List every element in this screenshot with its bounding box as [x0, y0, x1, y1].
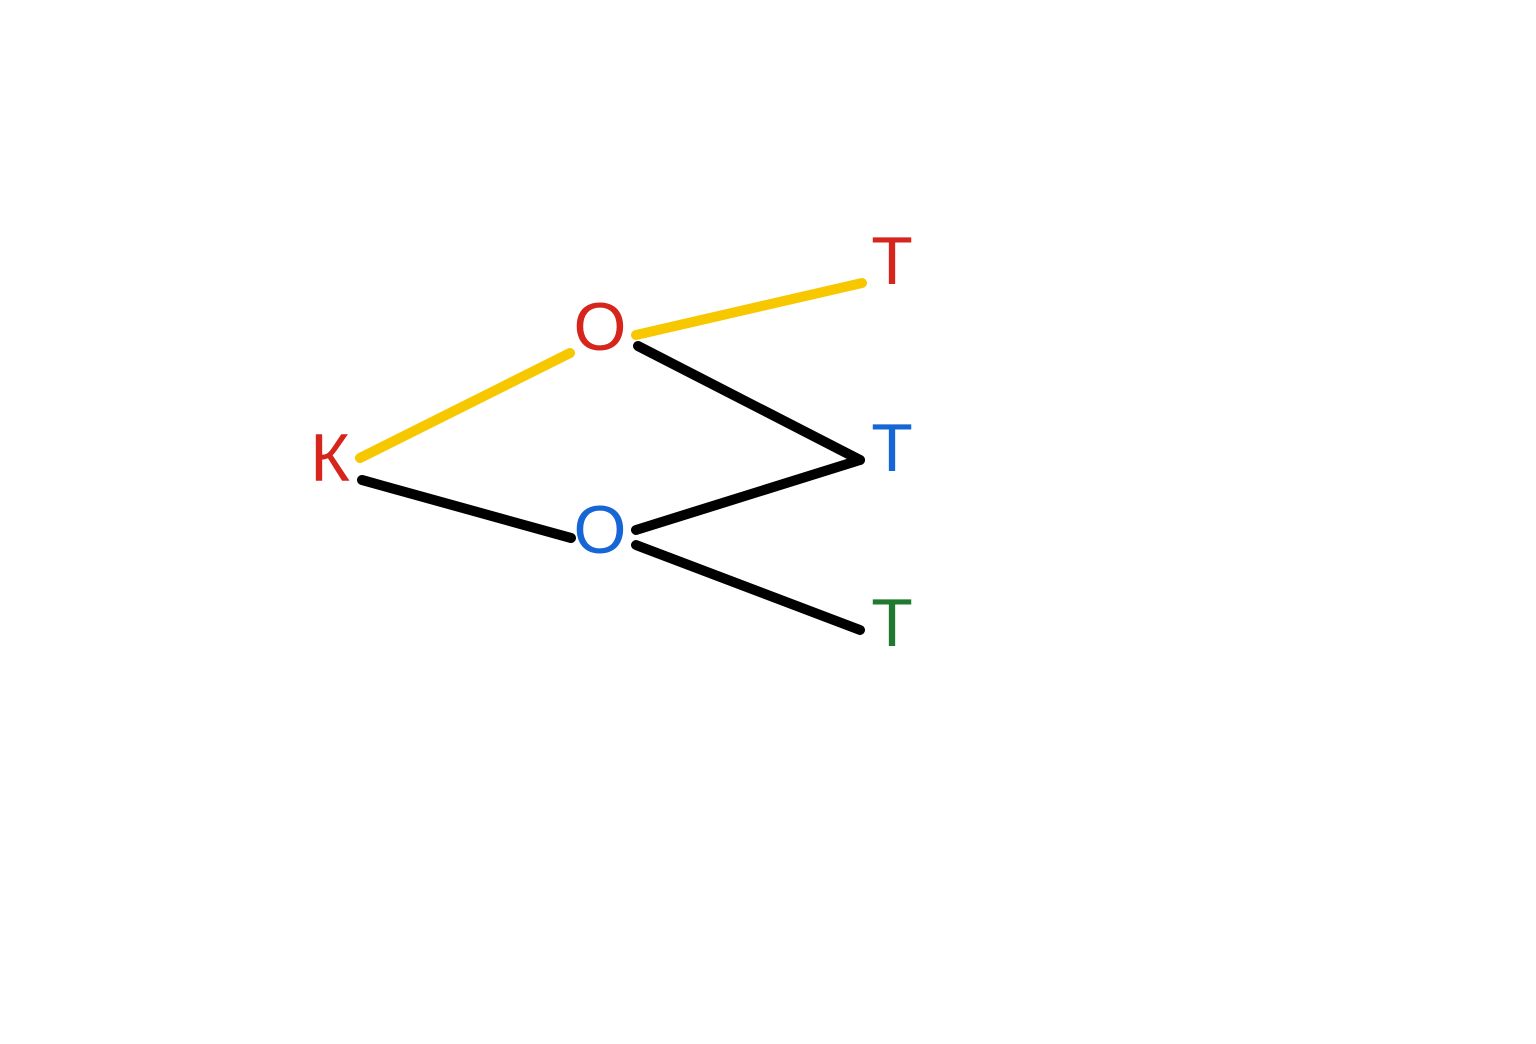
edge-O2-T3 [636, 545, 860, 630]
edge-K-O1 [360, 353, 570, 458]
edge-O2-T2 [636, 460, 860, 530]
node-T1: Т [871, 223, 913, 299]
node-T2: Т [871, 410, 913, 486]
tree-diagram: К О О Т Т Т [0, 0, 1536, 1044]
edge-O1-T1 [636, 283, 862, 335]
edge-O1-T2 [638, 346, 860, 460]
node-T3: Т [871, 585, 913, 661]
node-O1: О [574, 289, 627, 365]
node-O2: О [574, 492, 627, 568]
node-K: К [310, 420, 350, 496]
edge-K-O2 [362, 480, 571, 538]
